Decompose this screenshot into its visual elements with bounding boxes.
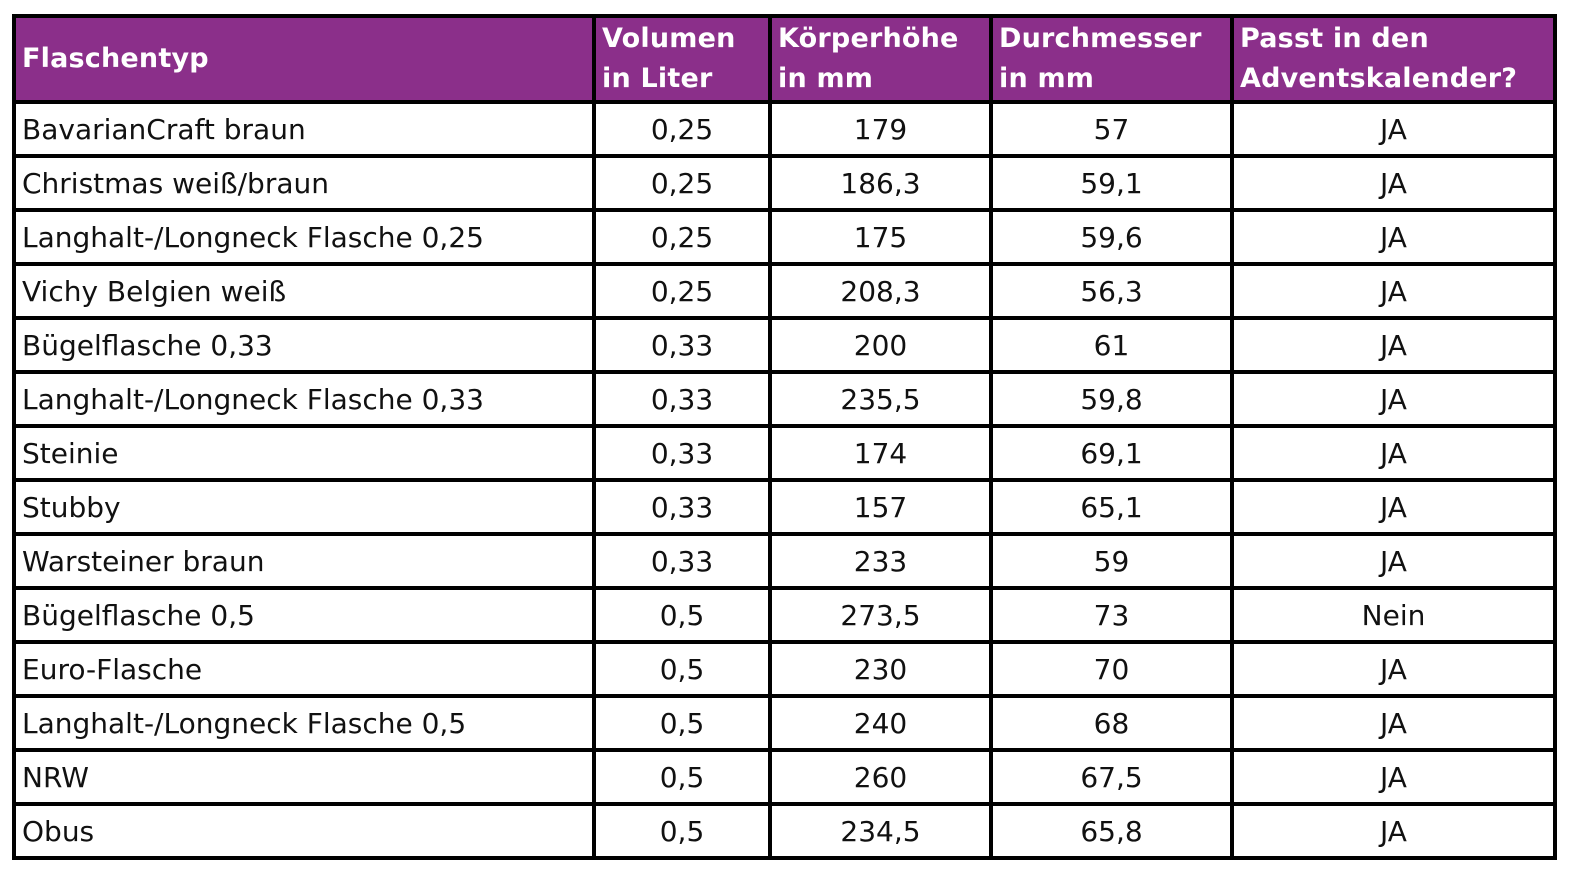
cell-durchmesser: 67,5 — [989, 748, 1234, 806]
cell-passt: JA — [1230, 316, 1557, 374]
cell-passt: JA — [1230, 262, 1557, 320]
cell-passt: JA — [1230, 694, 1557, 752]
cell-passt: Nein — [1230, 586, 1557, 644]
cell-volumen: 0,33 — [592, 424, 772, 482]
cell-volumen: 0,33 — [592, 478, 772, 536]
cell-durchmesser: 69,1 — [989, 424, 1234, 482]
cell-koerperhoehe: 235,5 — [768, 370, 993, 428]
header-durchmesser: Durchmesser in mm — [989, 14, 1234, 104]
header-flaschentyp: Flaschentyp — [12, 14, 596, 104]
header-row: Flaschentyp Volumen in Liter Körperhöhe … — [12, 14, 1557, 104]
table-row: Steinie 0,33 174 69,1 JA — [12, 424, 1557, 482]
table-row: Christmas weiß/braun 0,25 186,3 59,1 JA — [12, 154, 1557, 212]
cell-durchmesser: 59 — [989, 532, 1234, 590]
cell-flaschentyp: Stubby — [12, 478, 596, 536]
table-row: Stubby 0,33 157 65,1 JA — [12, 478, 1557, 536]
cell-passt: JA — [1230, 640, 1557, 698]
cell-flaschentyp: Bügelflasche 0,33 — [12, 316, 596, 374]
cell-durchmesser: 59,1 — [989, 154, 1234, 212]
cell-durchmesser: 59,8 — [989, 370, 1234, 428]
table-row: Langhalt-/Longneck Flasche 0,25 0,25 175 59… — [12, 208, 1557, 266]
cell-volumen: 0,25 — [592, 208, 772, 266]
cell-flaschentyp: Warsteiner braun — [12, 532, 596, 590]
table-row: Langhalt-/Longneck Flasche 0,33 0,33 235,5… — [12, 370, 1557, 428]
cell-durchmesser: 68 — [989, 694, 1234, 752]
cell-koerperhoehe: 260 — [768, 748, 993, 806]
cell-flaschentyp: Obus — [12, 802, 596, 860]
cell-passt: JA — [1230, 370, 1557, 428]
cell-volumen: 0,5 — [592, 748, 772, 806]
cell-passt: JA — [1230, 802, 1557, 860]
cell-passt: JA — [1230, 100, 1557, 158]
cell-koerperhoehe: 179 — [768, 100, 993, 158]
cell-koerperhoehe: 174 — [768, 424, 993, 482]
header-koerperhoehe: Körperhöhe in mm — [768, 14, 993, 104]
cell-koerperhoehe: 234,5 — [768, 802, 993, 860]
cell-volumen: 0,25 — [592, 100, 772, 158]
cell-passt: JA — [1230, 478, 1557, 536]
cell-flaschentyp: BavarianCraft braun — [12, 100, 596, 158]
cell-volumen: 0,33 — [592, 316, 772, 374]
cell-passt: JA — [1230, 154, 1557, 212]
table-row: Obus 0,5 234,5 65,8 JA — [12, 802, 1557, 860]
cell-durchmesser: 56,3 — [989, 262, 1234, 320]
table-body: BavarianCraft braun 0,25 179 57 JA Christmas … — [12, 100, 1557, 860]
cell-passt: JA — [1230, 748, 1557, 806]
cell-koerperhoehe: 200 — [768, 316, 993, 374]
cell-volumen: 0,33 — [592, 532, 772, 590]
cell-durchmesser: 65,1 — [989, 478, 1234, 536]
cell-volumen: 0,25 — [592, 154, 772, 212]
cell-flaschentyp: Vichy Belgien weiß — [12, 262, 596, 320]
cell-passt: JA — [1230, 532, 1557, 590]
table-row: BavarianCraft braun 0,25 179 57 JA — [12, 100, 1557, 158]
cell-flaschentyp: Bügelflasche 0,5 — [12, 586, 596, 644]
table-row: NRW 0,5 260 67,5 JA — [12, 748, 1557, 806]
table-row: Warsteiner braun 0,33 233 59 JA — [12, 532, 1557, 590]
cell-flaschentyp: Euro-Flasche — [12, 640, 596, 698]
table-row: Euro-Flasche 0,5 230 70 JA — [12, 640, 1557, 698]
cell-volumen: 0,5 — [592, 640, 772, 698]
cell-koerperhoehe: 175 — [768, 208, 993, 266]
cell-flaschentyp: Langhalt-/Longneck Flasche 0,5 — [12, 694, 596, 752]
cell-koerperhoehe: 233 — [768, 532, 993, 590]
cell-flaschentyp: Langhalt-/Longneck Flasche 0,25 — [12, 208, 596, 266]
table-header: Flaschentyp Volumen in Liter Körperhöhe … — [12, 14, 1557, 104]
cell-durchmesser: 61 — [989, 316, 1234, 374]
cell-durchmesser: 73 — [989, 586, 1234, 644]
bottle-table: Flaschentyp Volumen in Liter Körperhöhe … — [12, 14, 1557, 860]
cell-durchmesser: 70 — [989, 640, 1234, 698]
cell-flaschentyp: Steinie — [12, 424, 596, 482]
header-passt: Passt in den Adventskalender? — [1230, 14, 1557, 104]
cell-volumen: 0,5 — [592, 802, 772, 860]
cell-koerperhoehe: 230 — [768, 640, 993, 698]
cell-koerperhoehe: 208,3 — [768, 262, 993, 320]
cell-koerperhoehe: 240 — [768, 694, 993, 752]
table-row: Vichy Belgien weiß 0,25 208,3 56,3 JA — [12, 262, 1557, 320]
cell-passt: JA — [1230, 208, 1557, 266]
cell-koerperhoehe: 186,3 — [768, 154, 993, 212]
cell-flaschentyp: NRW — [12, 748, 596, 806]
cell-passt: JA — [1230, 424, 1557, 482]
table-row: Bügelflasche 0,33 0,33 200 61 JA — [12, 316, 1557, 374]
cell-flaschentyp: Christmas weiß/braun — [12, 154, 596, 212]
cell-volumen: 0,5 — [592, 694, 772, 752]
cell-koerperhoehe: 273,5 — [768, 586, 993, 644]
cell-volumen: 0,5 — [592, 586, 772, 644]
cell-durchmesser: 59,6 — [989, 208, 1234, 266]
table-row: Langhalt-/Longneck Flasche 0,5 0,5 240 68 JA — [12, 694, 1557, 752]
cell-flaschentyp: Langhalt-/Longneck Flasche 0,33 — [12, 370, 596, 428]
cell-durchmesser: 57 — [989, 100, 1234, 158]
cell-volumen: 0,25 — [592, 262, 772, 320]
cell-volumen: 0,33 — [592, 370, 772, 428]
cell-durchmesser: 65,8 — [989, 802, 1234, 860]
cell-koerperhoehe: 157 — [768, 478, 993, 536]
table-row: Bügelflasche 0,5 0,5 273,5 73 Nein — [12, 586, 1557, 644]
header-volumen: Volumen in Liter — [592, 14, 772, 104]
